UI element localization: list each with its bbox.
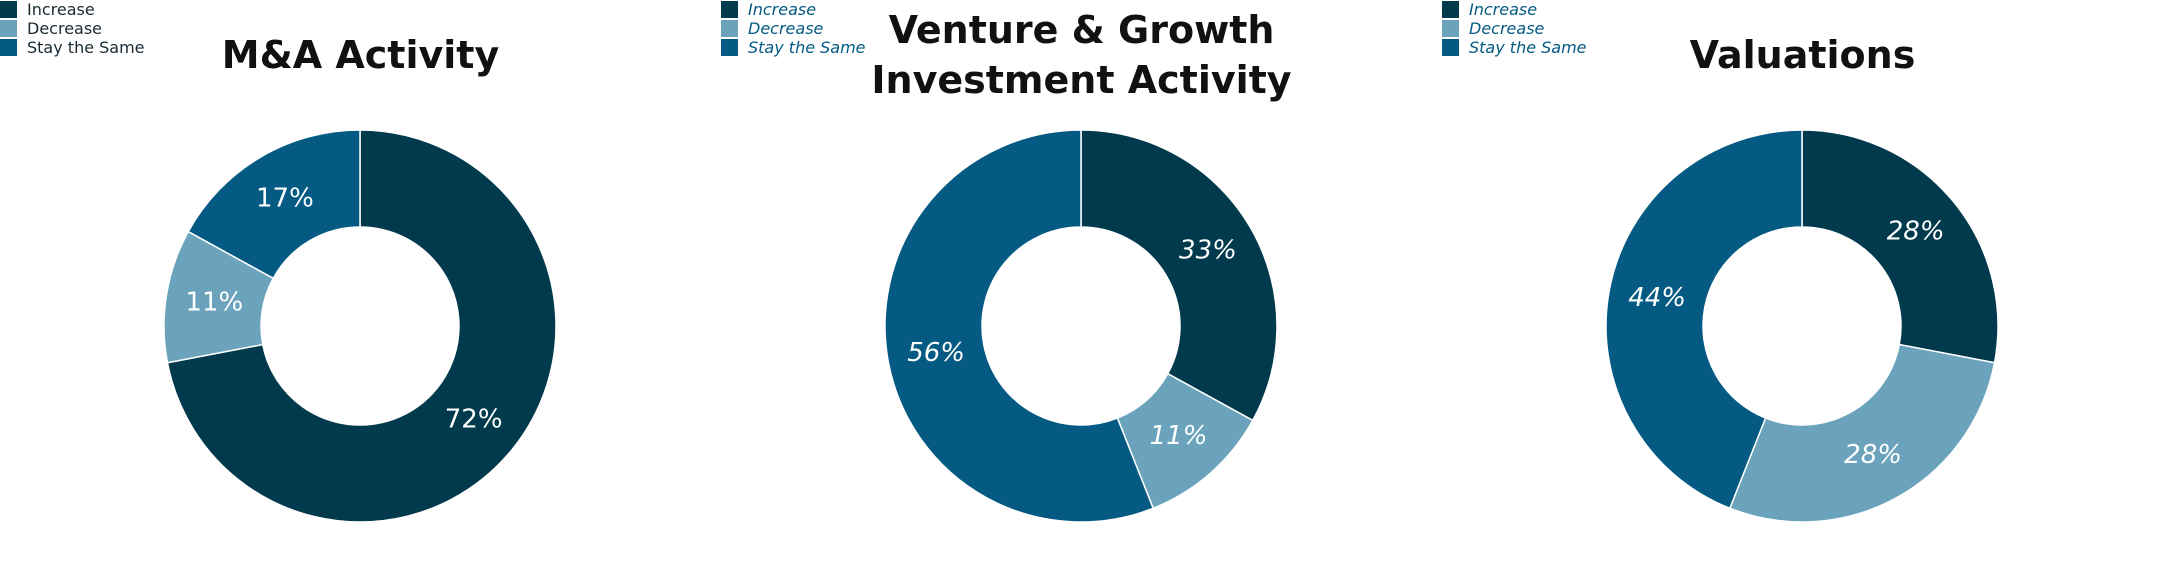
legend-item: Decrease [0, 19, 721, 38]
chart-title: Venture & Growth Investment Activity [871, 8, 1292, 102]
legend-item: Stay the Same [1442, 38, 2163, 57]
legend-swatch [721, 20, 738, 37]
donut-slice [1080, 129, 1278, 422]
legend-label: Decrease [1469, 19, 1545, 38]
legend-item: Decrease [1442, 19, 2163, 38]
legend: Increase Decrease Stay the Same [721, 0, 1442, 57]
legend-swatch [0, 20, 17, 37]
legend-item: Decrease [721, 19, 1442, 38]
data-label: 33% [1179, 235, 1237, 265]
legend-label: Increase [27, 0, 95, 19]
donut-slice [884, 129, 1155, 523]
data-label: 11% [1150, 421, 1208, 451]
data-label: 11% [185, 287, 243, 317]
chart-title: M&A Activity [221, 33, 500, 77]
donut-chart: 72% 11% 17% [163, 129, 557, 523]
data-label: 44% [1628, 283, 1686, 313]
legend-label: Stay the Same [748, 38, 866, 57]
legend: Increase Decrease Stay the Same [0, 0, 721, 57]
legend-label: Increase [1469, 0, 1538, 19]
legend-label: Increase [748, 0, 817, 19]
legend-label: Decrease [748, 19, 824, 38]
legend-swatch [1442, 39, 1459, 56]
legend-swatch [0, 1, 17, 18]
legend-item: Increase [721, 0, 1442, 19]
legend-label: Stay the Same [1469, 38, 1587, 57]
chart-panel: M&A Activity 72% 11% 17% Increase Decrease Sta… [0, 0, 721, 588]
legend-label: Decrease [27, 19, 103, 38]
legend-item: Stay the Same [721, 38, 1442, 57]
data-label: 17% [256, 184, 314, 214]
legend-item: Stay the Same [0, 38, 721, 57]
legend-label: Stay the Same [27, 38, 145, 57]
data-label: 56% [907, 338, 965, 368]
legend-item: Increase [0, 0, 721, 19]
chart-panel: Venture & Growth Investment Activity 33% 1… [721, 0, 1442, 588]
chart-panel: Valuations 28% 28% 44% Increase Decrease Stay … [1442, 0, 2163, 588]
donut-slice [1801, 129, 1999, 364]
donut-slice [166, 129, 557, 523]
data-label: 28% [1844, 440, 1902, 470]
chart-title-box: Valuations [1442, 0, 2163, 110]
donut-chart: 28% 28% 44% [1605, 129, 1999, 523]
donut-chart: 33% 11% 56% [884, 129, 1278, 523]
legend-swatch [721, 39, 738, 56]
donut-slice [1605, 129, 1803, 510]
chart-title: Valuations [1689, 33, 1916, 77]
legend-swatch [1442, 1, 1459, 18]
data-label: 72% [445, 405, 503, 435]
data-label: 28% [1887, 216, 1945, 246]
chart-title-box: M&A Activity [0, 0, 721, 110]
donut-slice [187, 129, 361, 280]
legend: Increase Decrease Stay the Same [1442, 0, 2163, 57]
donut-slice [1728, 343, 1996, 523]
legend-swatch [0, 39, 17, 56]
chart-title-box: Venture & Growth Investment Activity [721, 0, 1442, 110]
legend-item: Increase [1442, 0, 2163, 19]
legend-swatch [1442, 20, 1459, 37]
legend-swatch [721, 1, 738, 18]
